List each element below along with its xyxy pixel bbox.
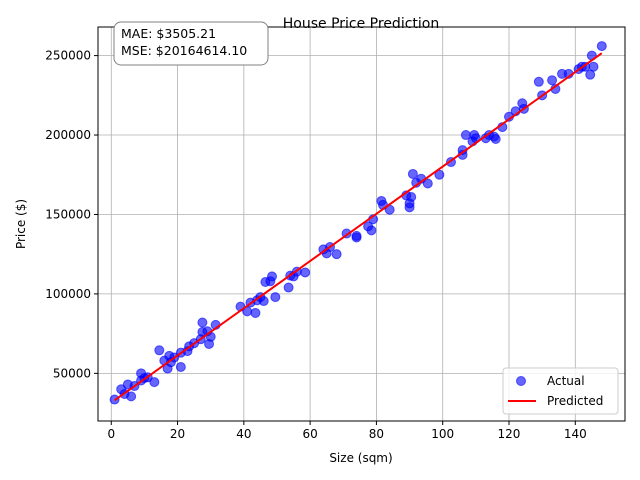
y-tick-label: 250000 [45, 49, 91, 63]
actual-point [407, 168, 418, 179]
actual-point [197, 317, 208, 328]
actual-point [434, 169, 445, 180]
legend: Actual Predicted [502, 367, 619, 415]
mse-label: MSE: $20164614.10 [121, 43, 247, 58]
legend-actual-label: Actual [547, 374, 585, 388]
actual-point [250, 307, 261, 318]
y-tick-label: 150000 [45, 207, 91, 221]
actual-point [283, 282, 294, 293]
legend-frame [502, 367, 619, 415]
actual-point [547, 75, 558, 86]
mae-label: MAE: $3505.21 [121, 26, 216, 41]
legend-actual-marker [516, 376, 526, 386]
actual-point [533, 76, 544, 87]
actual-point [149, 377, 160, 388]
actual-point [406, 191, 417, 202]
actual-point [267, 271, 278, 282]
actual-point [351, 232, 362, 243]
y-axis-title: Price ($) [14, 199, 28, 249]
x-tick-label: 120 [498, 427, 521, 441]
predicted-line [113, 52, 603, 402]
actual-point [490, 134, 501, 145]
x-tick-label: 140 [564, 427, 587, 441]
actual-point [331, 249, 342, 260]
actual-point [422, 178, 433, 189]
actual-point [270, 292, 281, 303]
x-tick-label: 0 [107, 427, 115, 441]
y-tick-label: 50000 [53, 366, 91, 380]
actual-point [300, 267, 311, 278]
actual-point [588, 61, 599, 72]
actual-point [404, 202, 415, 213]
x-tick-label: 60 [302, 427, 317, 441]
x-axis-title: Size (sqm) [329, 451, 392, 465]
x-axis-ticks: 0 20 40 60 80 100 120 140 [107, 421, 587, 441]
x-tick-label: 40 [236, 427, 251, 441]
metrics-box: MAE: $3505.21 MSE: $20164614.10 [113, 21, 269, 66]
metrics-box-frame [113, 21, 269, 66]
predicted-line-group [113, 52, 603, 402]
actual-point [366, 225, 377, 236]
x-tick-label: 20 [170, 427, 185, 441]
plot-frame [97, 26, 626, 422]
x-tick-label: 80 [369, 427, 384, 441]
chart-title: House Price Prediction [283, 16, 439, 32]
actual-point [596, 41, 607, 52]
actual-point [126, 391, 137, 402]
legend-predicted-label: Predicted [547, 394, 603, 408]
y-tick-label: 200000 [45, 128, 91, 142]
grid-lines [98, 27, 625, 421]
y-tick-label: 100000 [45, 287, 91, 301]
x-tick-label: 100 [431, 427, 454, 441]
actual-point [154, 345, 165, 356]
actual-point [258, 296, 269, 307]
y-axis-ticks: 50000 100000 150000 200000 250000 [45, 49, 98, 380]
actual-point [175, 361, 186, 372]
